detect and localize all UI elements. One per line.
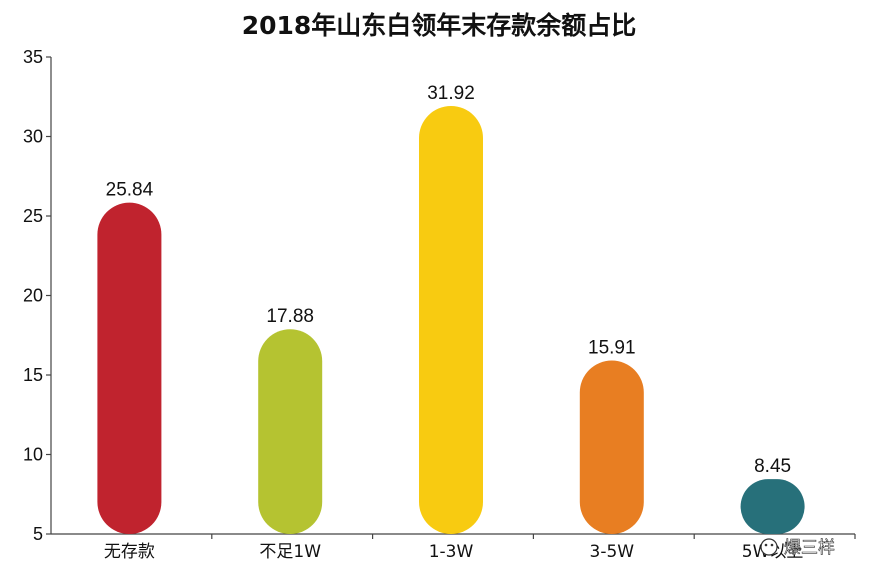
y-tick-label: 15 — [23, 365, 43, 385]
data-label: 15.91 — [588, 338, 636, 359]
bar — [579, 360, 644, 534]
y-tick-label: 25 — [23, 206, 43, 226]
watermark: 爆三样 — [760, 538, 835, 558]
axes: 5 10 15 20 25 30 35 — [23, 47, 856, 544]
data-label: 17.88 — [266, 306, 314, 327]
wechat-icon-eye-right — [770, 543, 774, 547]
bar — [740, 479, 805, 534]
bar — [97, 202, 162, 535]
x-tick-label: 1-3W — [429, 542, 474, 562]
x-tick-label: 3-5W — [590, 542, 635, 562]
chart-title: 2018年山东白领年末存款余额占比 — [242, 11, 637, 40]
bar — [258, 329, 323, 534]
bars — [97, 105, 805, 535]
y-tick-label: 10 — [23, 445, 43, 465]
data-label: 31.92 — [427, 83, 475, 104]
y-tick-label: 35 — [23, 47, 43, 67]
x-tick-label: 无存款 — [104, 542, 155, 562]
wechat-icon — [760, 538, 778, 556]
data-label: 8.45 — [754, 456, 791, 477]
x-tick-label: 不足1W — [259, 542, 321, 562]
wechat-icon-eye-left — [764, 543, 768, 547]
labels: 25.84无存款17.88不足1W31.921-3W15.913-5W8.455… — [104, 83, 804, 562]
y-tick-label: 20 — [23, 286, 43, 306]
bar — [419, 105, 483, 535]
y-tick-label: 5 — [33, 524, 43, 544]
y-tick-label: 30 — [23, 127, 43, 147]
watermark-text: 爆三样 — [784, 538, 835, 558]
data-label: 25.84 — [106, 180, 154, 201]
